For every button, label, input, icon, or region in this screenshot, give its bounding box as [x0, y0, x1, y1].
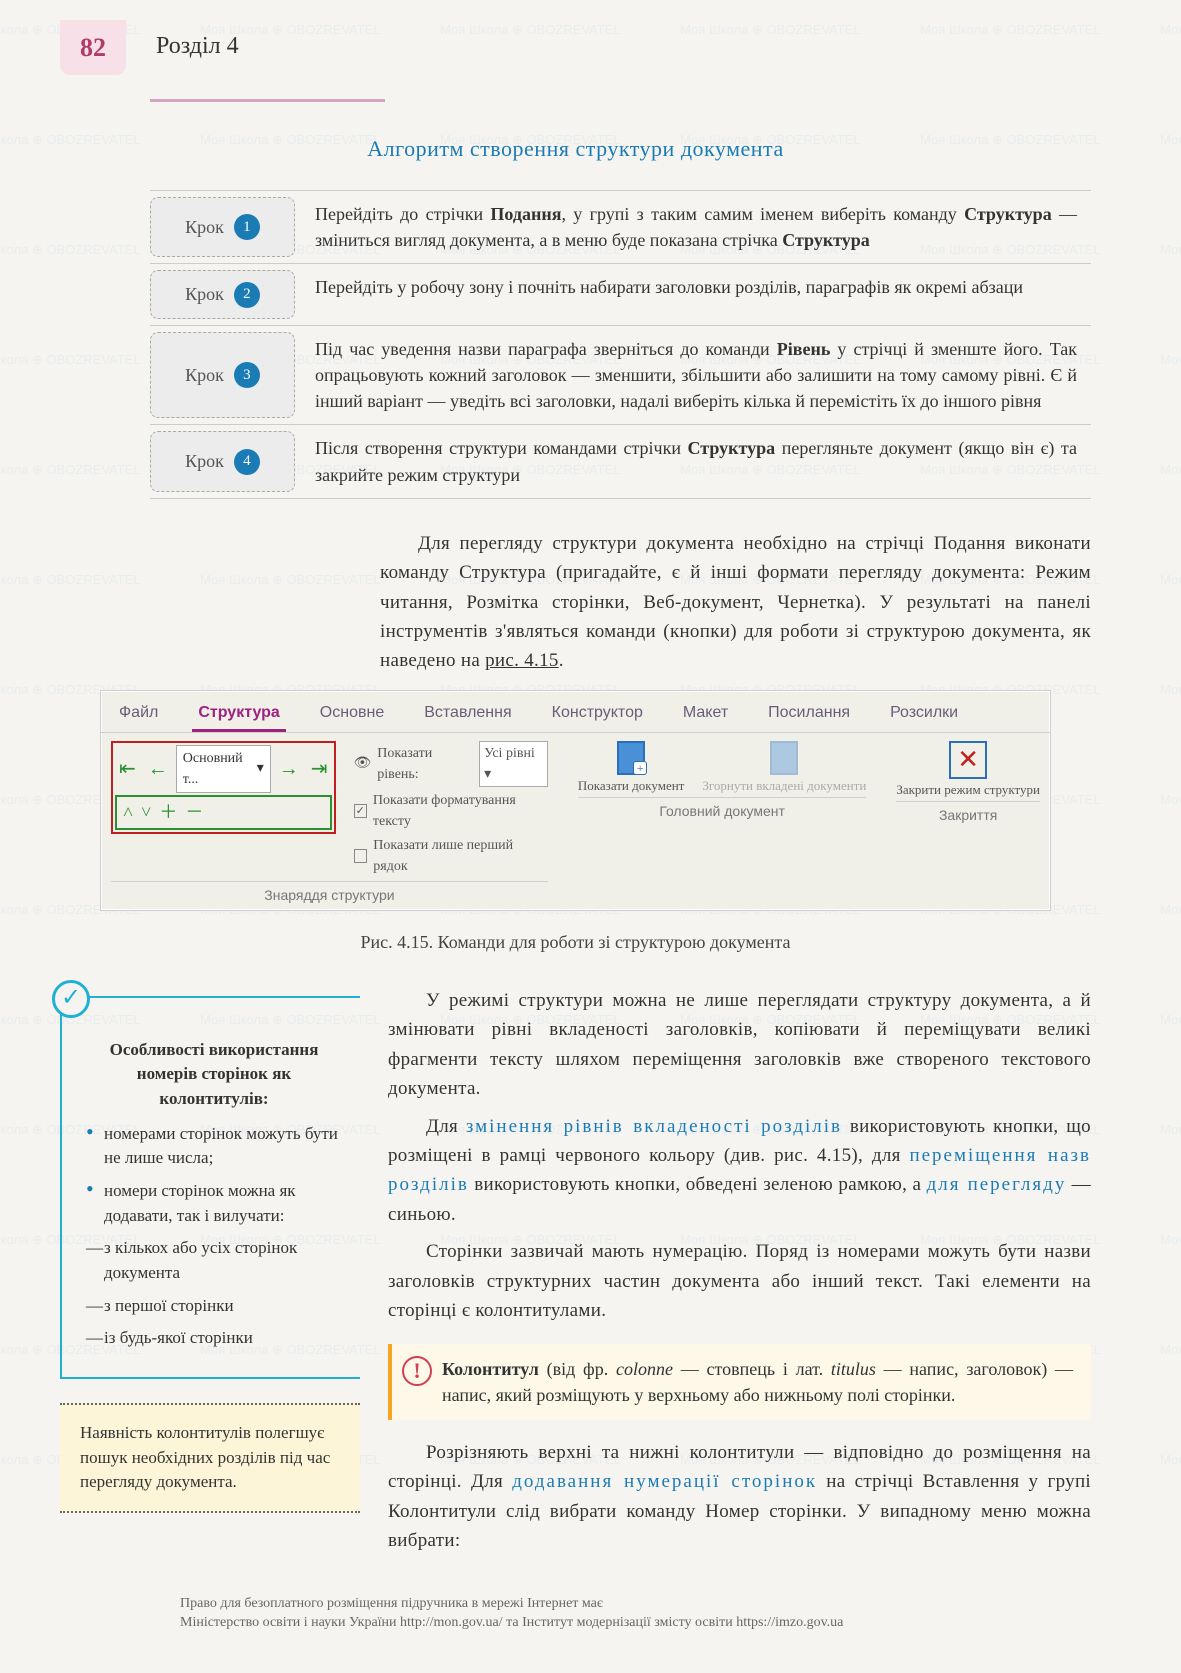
step-label: Крок4 [150, 431, 295, 491]
step-text: Перейдіть у робочу зону і почніть набира… [301, 264, 1037, 325]
exclamation-icon: ! [402, 1356, 432, 1386]
step-text: Після створення структури командами стрі… [301, 425, 1091, 497]
main-column: У режимі структури можна не лише перегля… [388, 986, 1091, 1564]
algorithm-title: Алгоритм створення структури документа [60, 132, 1091, 165]
paragraph-headers-footers: Розрізняють верхні та нижні колонтитули … [388, 1438, 1091, 1556]
sidebar-item: з кількох або усіх сторінок документа [86, 1236, 342, 1285]
ribbon-tab[interactable]: Файл [113, 697, 164, 732]
ribbon-screenshot: Файл Структура Основне Вставлення Конструкто… [100, 690, 1051, 911]
show-level-label: Показати рівень: [377, 743, 473, 785]
ribbon-tab[interactable]: Конструктор [546, 697, 649, 732]
close-icon: ✕ [949, 741, 987, 779]
promote-top-icon[interactable]: ⇤ [115, 754, 140, 784]
steps-table: Крок1Перейдіть до стрічки Подання, у гру… [150, 190, 1091, 499]
step-text: Під час уведення назви параграфа зверніт… [301, 326, 1091, 424]
step-number-badge: 4 [234, 449, 260, 475]
step-label: Крок3 [150, 332, 295, 418]
sidebar-item: з першої сторінки [86, 1294, 342, 1319]
paragraph-structure-mode: У режимі структури можна не лише перегля… [388, 986, 1091, 1104]
group-master-label: Головний документ [659, 801, 785, 822]
group-tools-label: Знаряддя структури [264, 885, 394, 906]
sidebar-title: Особливості використання номерів сторіно… [86, 1038, 342, 1112]
level-select[interactable]: Основний т...▾ [176, 745, 271, 793]
promote-icon[interactable]: ← [144, 754, 172, 784]
section-underline [150, 99, 1091, 102]
nav-button-group: ⇤ ← Основний т...▾ → ⇥ ˄ ˅ ＋ － [111, 741, 336, 834]
show-format-label: Показати форматування тексту [373, 790, 548, 832]
document-icon: + [617, 741, 645, 775]
ribbon-tab[interactable]: Основне [314, 697, 390, 732]
step-number-badge: 3 [234, 362, 260, 388]
page-number: 82 [60, 20, 126, 75]
step-row: Крок3Під час уведення назви параграфа зв… [150, 325, 1091, 424]
ribbon-body: ⇤ ← Основний т...▾ → ⇥ ˄ ˅ ＋ － [101, 732, 1050, 910]
ribbon-tab-bar: Файл Структура Основне Вставлення Конструкто… [101, 691, 1050, 732]
expand-icon[interactable]: ＋ [159, 799, 177, 826]
step-label: Крок1 [150, 197, 295, 257]
sidebar: ✓ Особливості використання номерів сторі… [60, 986, 360, 1513]
demote-icon[interactable]: → [275, 754, 303, 784]
step-row: Крок4Після створення структури командами… [150, 424, 1091, 498]
sidebar-list: номерами сторінок можуть бути не лише чи… [86, 1122, 342, 1351]
show-first-label: Показати лише перший рядок [373, 835, 548, 877]
collapse-doc-button: Згорнути вкладені документи [702, 741, 866, 794]
step-row: Крок2Перейдіть у робочу зону і почніть н… [150, 263, 1091, 325]
collapse-icon[interactable]: － [185, 799, 203, 826]
checkbox-format[interactable] [354, 804, 367, 818]
check-icon: ✓ [52, 980, 90, 1018]
options-group: 👁Показати рівень: Усі рівні ▾ Показати ф… [354, 741, 548, 877]
move-down-icon[interactable]: ˅ [141, 799, 151, 826]
paragraph-buttons: Для змінення рівнів вкладеності розділів… [388, 1112, 1091, 1230]
sidebar-item: номерами сторінок можуть бути не лише чи… [86, 1122, 342, 1171]
paragraph-numbering: Сторінки зазвичай мають нумерацію. Поряд… [388, 1237, 1091, 1325]
group-close-label: Закриття [939, 805, 997, 826]
ribbon-tab[interactable]: Посилання [762, 697, 856, 732]
sidebar-item: із будь-якої сторінки [86, 1326, 342, 1351]
definition-box: ! Колонтитул (від фр. colonne — стовпець… [388, 1344, 1091, 1420]
highlight-note: Наявність колонтитулів полегшує пошук не… [60, 1403, 360, 1513]
close-outline-button[interactable]: ✕ Закрити режим структури [896, 741, 1040, 798]
document-icon [770, 741, 798, 775]
eye-icon: 👁 [354, 753, 372, 774]
section-title: Розділ 4 [156, 28, 239, 68]
footer-attribution: Право для безоплатного розміщення підруч… [180, 1594, 1091, 1633]
demote-body-icon[interactable]: ⇥ [307, 754, 332, 784]
paragraph-1: Для перегляду структури документа необхі… [380, 529, 1091, 676]
step-number-badge: 1 [234, 214, 260, 240]
move-up-icon[interactable]: ˄ [123, 799, 133, 826]
step-text: Перейдіть до стрічки Подання, у групі з … [301, 191, 1091, 263]
ribbon-tab[interactable]: Макет [677, 697, 734, 732]
step-number-badge: 2 [234, 282, 260, 308]
level-dropdown[interactable]: Усі рівні ▾ [479, 741, 548, 787]
show-doc-button[interactable]: + Показати документ [578, 741, 684, 794]
step-row: Крок1Перейдіть до стрічки Подання, у гру… [150, 190, 1091, 263]
ribbon-tab[interactable]: Розсилки [884, 697, 964, 732]
sidebar-item: номери сторінок можна як додавати, так і… [86, 1179, 342, 1228]
step-label: Крок2 [150, 270, 295, 319]
checkbox-firstline[interactable] [354, 849, 368, 863]
ribbon-tab[interactable]: Вставлення [418, 697, 517, 732]
ribbon-tab[interactable]: Структура [192, 697, 285, 732]
figure-caption: Рис. 4.15. Команди для роботи зі структу… [60, 929, 1091, 956]
